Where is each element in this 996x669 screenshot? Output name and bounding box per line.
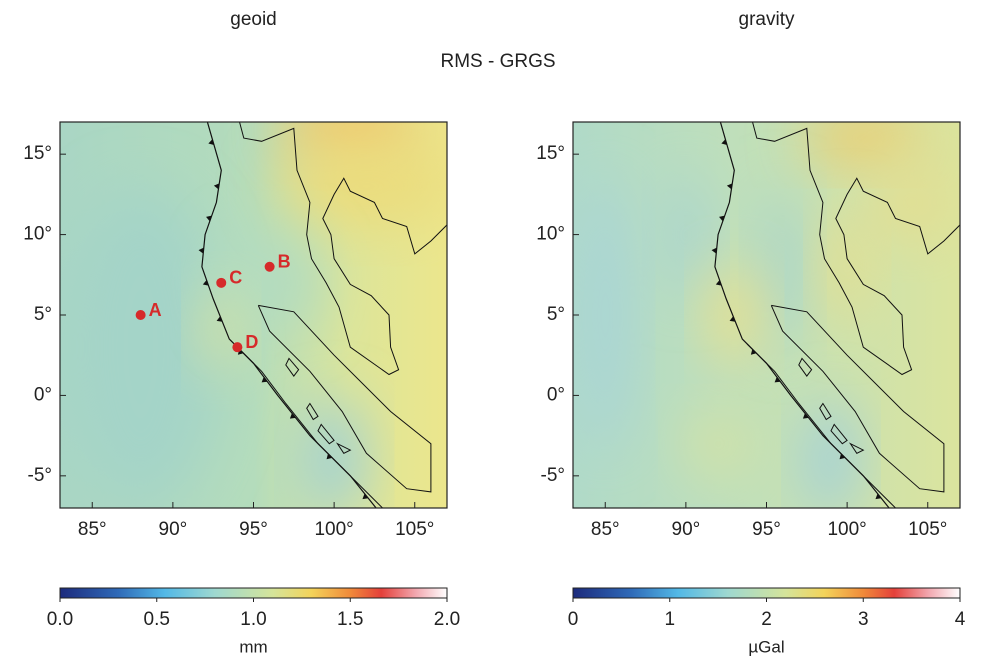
trench-tooth [726, 183, 733, 190]
coastline [770, 304, 945, 493]
colorbar-tick-label: 1 [664, 609, 675, 630]
trench-tooth [875, 493, 882, 500]
x-tick-label: 95° [239, 519, 268, 540]
panel-title: geoid [230, 9, 277, 30]
trench-tooth [289, 413, 296, 419]
y-tick-label: 0° [547, 384, 565, 405]
field-blob [825, 206, 870, 327]
site-label: A [149, 300, 162, 320]
island [798, 357, 813, 377]
y-tick-label: 10° [23, 224, 52, 245]
panel-title: gravity [739, 9, 795, 30]
field-blob [60, 187, 221, 508]
y-tick-label: 5° [547, 304, 565, 325]
field-blob [304, 399, 365, 508]
y-tick-label: -5° [541, 465, 566, 486]
trench-tooth [729, 316, 736, 322]
island [335, 442, 352, 454]
trench-tooth [206, 215, 212, 222]
site-label: B [278, 252, 291, 272]
x-tick-label: 90° [159, 519, 188, 540]
island [317, 423, 335, 445]
site-marker [264, 261, 275, 272]
field-blob [580, 175, 631, 455]
x-tick-label: 100° [827, 519, 866, 540]
trench-tooth [326, 453, 333, 460]
island [830, 423, 848, 445]
field-blob [871, 162, 952, 243]
x-tick-label: 100° [314, 519, 353, 540]
trench-tooth [839, 453, 846, 460]
y-tick-label: -5° [28, 465, 53, 486]
x-tick-label: 90° [672, 519, 701, 540]
island [819, 402, 832, 421]
trench-tooth [774, 376, 781, 383]
x-tick-label: 95° [752, 519, 781, 540]
trench-tooth [216, 316, 223, 322]
x-tick-label: 85° [78, 519, 107, 540]
y-tick-label: 15° [23, 143, 52, 164]
y-tick-label: 15° [536, 143, 565, 164]
map [573, 122, 960, 508]
colorbar [59, 587, 448, 599]
island [285, 357, 300, 377]
trench-tooth [719, 215, 725, 222]
colorbar-tick-label: 2 [761, 609, 772, 630]
trench-tooth [198, 247, 204, 254]
colorbar-tick-label: 1.0 [240, 609, 266, 630]
field-blob [803, 122, 924, 164]
colorbar-tick-label: 0 [568, 609, 579, 630]
coastline [752, 122, 960, 376]
y-tick-label: 0° [34, 384, 52, 405]
ridge [233, 343, 384, 508]
colorbar-tick-label: 4 [955, 609, 966, 630]
colorbar-tick-label: 3 [858, 609, 869, 630]
y-tick-label: 10° [536, 224, 565, 245]
colorbar [572, 587, 961, 599]
site-marker [135, 310, 146, 320]
field-blob [709, 265, 760, 365]
x-tick-label: 85° [591, 519, 620, 540]
site-label: C [229, 268, 242, 288]
site-marker [232, 342, 243, 353]
field-blob [688, 413, 749, 474]
y-tick-label: 5° [34, 304, 52, 325]
field-blob [663, 174, 708, 295]
field-blob [276, 146, 447, 227]
colorbar-tick-label: 0.0 [47, 609, 73, 630]
trench-tooth [711, 247, 717, 254]
trench-tooth [750, 349, 757, 355]
colorbar-label: µGal [748, 637, 784, 656]
island [306, 402, 319, 421]
trench-tooth [802, 413, 809, 419]
field-blob [201, 291, 242, 372]
field-blob [219, 232, 320, 333]
trench-tooth [261, 376, 268, 383]
trench-tooth [721, 139, 728, 145]
trench-tooth [362, 493, 369, 500]
trench-tooth [213, 183, 220, 190]
ridge [746, 343, 897, 508]
trench-tooth [202, 280, 209, 286]
field-blob [806, 399, 856, 508]
site-marker [216, 277, 227, 288]
site-label: D [245, 332, 258, 352]
x-tick-label: 105° [395, 519, 434, 540]
trench-tooth [208, 139, 215, 145]
colorbar-label: mm [239, 637, 267, 656]
trench-tooth [715, 280, 722, 286]
figure-title: RMS - GRGS [440, 51, 555, 72]
x-tick-label: 105° [908, 519, 947, 540]
colorbar-tick-label: 1.5 [337, 609, 363, 630]
map [60, 122, 447, 508]
field-blob [760, 186, 805, 347]
island [848, 442, 865, 454]
coastline [257, 304, 432, 493]
colorbar-tick-label: 0.5 [144, 609, 170, 630]
coastline [239, 122, 447, 376]
colorbar-tick-label: 2.0 [434, 609, 460, 630]
